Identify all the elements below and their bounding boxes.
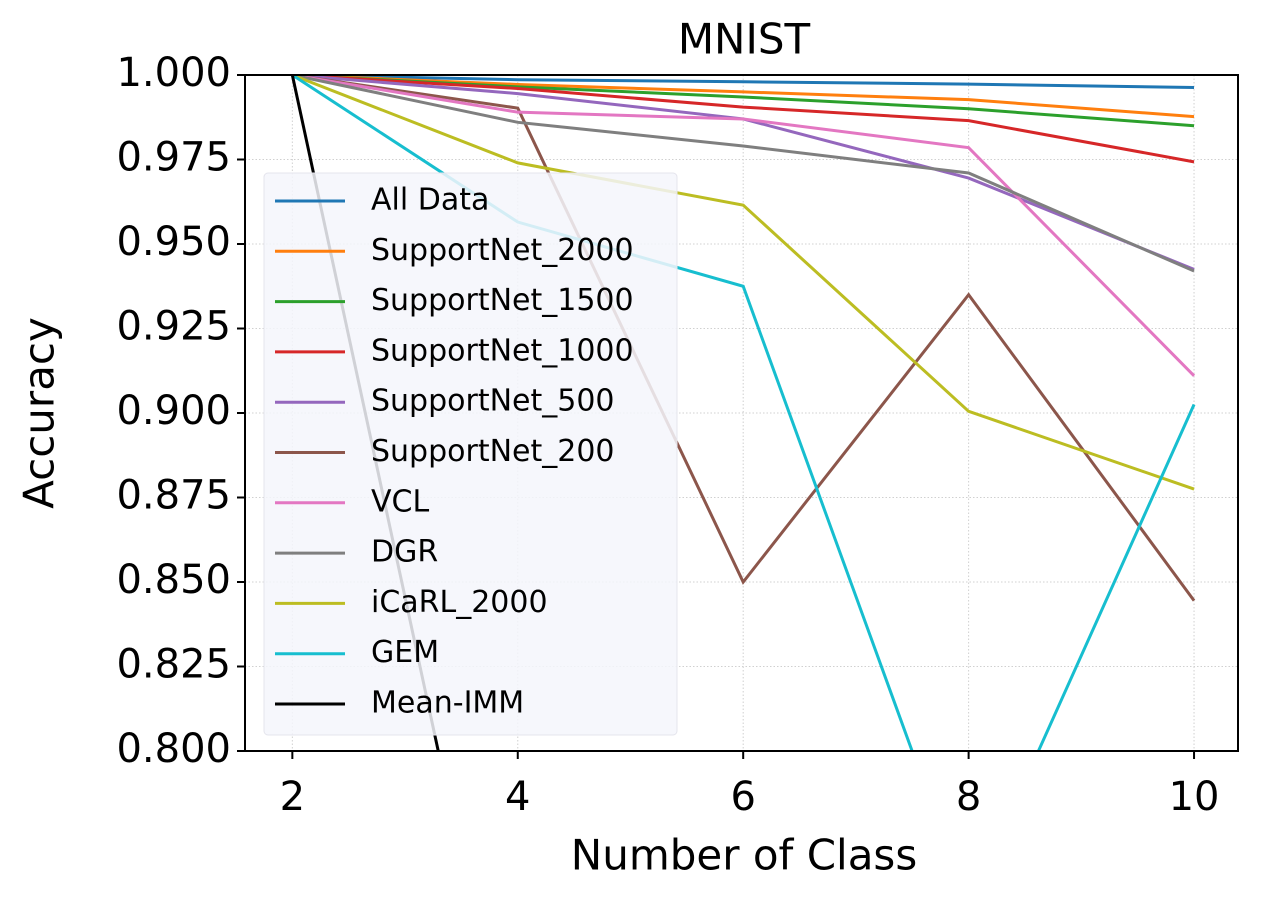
series-line — [292, 75, 1195, 164]
series-line — [292, 75, 1195, 119]
y-tick-label: 0.800 — [116, 726, 231, 772]
legend-label: iCaRL_2000 — [371, 585, 548, 620]
legend-label: SupportNet_200 — [371, 434, 615, 469]
x-axis-label: Number of Class — [571, 831, 917, 880]
y-tick-label: 0.925 — [116, 304, 231, 350]
legend-label: Mean-IMM — [371, 686, 524, 721]
series-line — [292, 75, 1195, 273]
x-tick-label: 2 — [280, 774, 305, 820]
ticks: 0.800 0.825 0.850 0.875 0.900 0.925 0.950 0.975… — [116, 50, 1219, 820]
legend: All Data SupportNet_2000 SupportNet_1500 Su… — [263, 172, 678, 736]
y-tick-label: 0.975 — [116, 135, 231, 181]
series-line — [292, 75, 1195, 90]
legend-label: DGR — [371, 535, 438, 570]
y-tick-label: 0.850 — [116, 557, 231, 603]
y-tick-label: 0.950 — [116, 219, 231, 265]
y-tick-label: 0.825 — [116, 642, 231, 688]
chart-title: MNIST — [678, 15, 811, 64]
legend-label: GEM — [371, 635, 439, 670]
legend-box — [263, 172, 678, 736]
legend-label: SupportNet_1500 — [371, 283, 634, 318]
legend-label: SupportNet_1000 — [371, 333, 634, 368]
legend-label: All Data — [371, 183, 489, 218]
legend-label: SupportNet_500 — [371, 384, 615, 419]
y-tick-label: 0.875 — [116, 473, 231, 519]
series-line — [291, 75, 1195, 491]
x-tick-label: 4 — [505, 774, 530, 820]
x-tick-label: 6 — [730, 774, 755, 820]
series-line — [292, 75, 1196, 602]
y-tick-label: 1.000 — [116, 50, 231, 96]
legend-label: VCL — [371, 484, 429, 519]
legend-label: SupportNet_2000 — [371, 233, 634, 268]
x-tick-label: 8 — [956, 774, 981, 820]
y-tick-label: 0.900 — [116, 388, 231, 434]
x-tick-label: 10 — [1169, 774, 1220, 820]
series-line — [292, 75, 1196, 377]
y-axis-label: Accuracy — [15, 317, 64, 509]
